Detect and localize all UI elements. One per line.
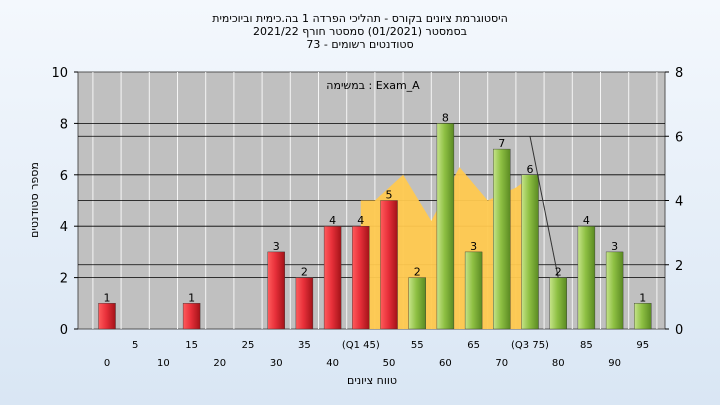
bar-30	[267, 251, 285, 330]
y2-tick-label: 6	[675, 130, 683, 145]
y-tick-label: 10	[51, 66, 68, 81]
grid	[78, 72, 665, 329]
bar-label-60: 8	[442, 111, 449, 124]
bar-label-75: 6	[527, 163, 534, 176]
y-axis-ticks: 0 2 4 6 8 10	[51, 66, 78, 338]
x-tick-label-lower: 40	[326, 358, 339, 369]
bar-15	[182, 303, 201, 330]
x-tick-label-upper: 25	[242, 340, 255, 351]
bar-label-0: 1	[104, 291, 111, 304]
bar-label-35: 2	[301, 266, 308, 279]
bars	[98, 123, 652, 330]
y-axis-label: מספר סטודנטים	[28, 162, 41, 238]
y-tick-label: 8	[60, 117, 68, 132]
bar-label-50: 5	[386, 189, 393, 202]
x-tick-label-lower: 70	[495, 358, 508, 369]
x-tick-label-lower: 60	[439, 358, 452, 369]
x-tick-label-lower: 80	[552, 358, 565, 369]
title-line-3: סטודנטים רשומים - 73	[306, 38, 413, 51]
title-line-1: היסטוגרמת ציונים בקורס - תהליכי הפרדה 1 …	[212, 12, 508, 25]
x-tick-label-lower: 90	[608, 358, 621, 369]
chart-title: היסטוגרמת ציונים בקורס - תהליכי הפרדה 1 …	[212, 12, 508, 51]
x-axis-ticks: 5 15 25 35 (Q1 45) 55 65 (Q3 75) 85 95 0 10 20 30 40 50…	[104, 340, 649, 369]
x-tick-label-lower: 10	[157, 358, 170, 369]
bar-35	[295, 277, 314, 330]
x-tick-label-lower: 20	[213, 358, 226, 369]
bar-95	[634, 303, 652, 330]
bar-label-80: 2	[555, 266, 562, 279]
bar-55	[408, 277, 426, 330]
bar-label-85: 4	[583, 214, 590, 227]
x-tick-label-lower: 30	[270, 358, 283, 369]
bar-40	[323, 225, 342, 330]
y2-axis-ticks: 0 2 4 6 8	[665, 66, 683, 338]
x-tick-label-upper: 35	[298, 340, 311, 351]
bar-70	[493, 148, 511, 330]
bar-85	[577, 225, 596, 330]
x-axis-label: טווח ציונים	[347, 374, 397, 387]
x-tick-label-upper: 5	[132, 340, 138, 351]
bar-90	[605, 251, 624, 330]
x-tick-label-upper: 55	[411, 340, 424, 351]
y2-tick-label: 0	[675, 323, 683, 338]
bar-label-55: 2	[414, 266, 421, 279]
chart-annotation: במשימה : Exam_A	[326, 79, 420, 92]
y2-tick-label: 4	[675, 195, 683, 210]
bar-60	[436, 123, 455, 330]
y-tick-label: 4	[60, 220, 68, 235]
y2-tick-label: 8	[675, 66, 683, 81]
x-tick-label-lower: 0	[104, 358, 110, 369]
x-tick-label-upper: (Q1 45)	[342, 340, 380, 351]
bar-label-90: 3	[611, 240, 618, 253]
bar-label-15: 1	[188, 291, 195, 304]
bar-label-45: 4	[357, 214, 364, 227]
bar-label-95: 1	[639, 291, 646, 304]
y2-tick-label: 2	[675, 259, 683, 274]
bar-80	[549, 277, 567, 330]
y-tick-label: 0	[60, 323, 68, 338]
x-tick-label-upper: 65	[467, 340, 480, 351]
x-tick-label-upper: 85	[580, 340, 593, 351]
bar-45	[352, 225, 370, 330]
x-tick-label-lower: 50	[383, 358, 396, 369]
bar-75	[521, 174, 539, 330]
y-tick-label: 2	[60, 272, 68, 287]
y-tick-label: 6	[60, 169, 68, 184]
x-tick-label-upper: 95	[636, 340, 649, 351]
trend-segment	[529, 136, 559, 278]
title-line-2: בסמסטר (01/2021) סמסטר חורף 2021/22	[253, 25, 467, 38]
bar-label-30: 3	[273, 240, 280, 253]
bar-value-labels: 1 1 3 2 4 4 5 2 8 3 7 6 2 4 3 1	[104, 111, 647, 304]
bar-65	[464, 251, 483, 330]
bar-label-65: 3	[470, 240, 477, 253]
bar-50	[380, 200, 398, 330]
bar-label-70: 7	[498, 137, 505, 150]
x-tick-label-upper: (Q3 75)	[511, 340, 549, 351]
trend-line	[529, 136, 559, 278]
x-tick-label-upper: 15	[185, 340, 198, 351]
bar-label-40: 4	[329, 214, 336, 227]
bar-0	[98, 303, 116, 330]
